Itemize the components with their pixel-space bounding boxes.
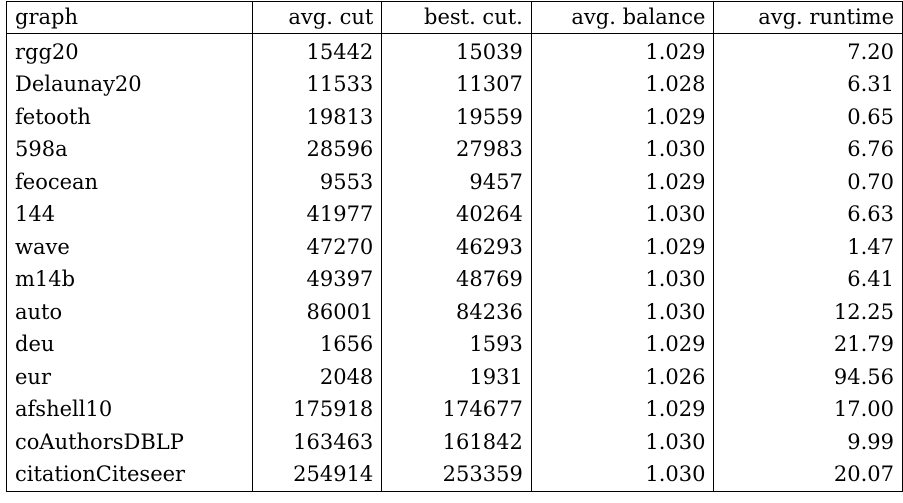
column-header-avg-balance: avg. balance — [530, 1, 715, 34]
avg-balance-cell: 1.028 — [530, 68, 715, 101]
graph-cell: citationCiteseer — [6, 458, 253, 492]
table-row: auto 86001 84236 1.030 12.25 — [6, 296, 903, 329]
graph-cell: auto — [6, 296, 253, 329]
column-header-avg-cut: avg. cut — [251, 1, 383, 34]
avg-balance-cell: 1.030 — [530, 133, 715, 166]
best-cut-cell: 46293 — [381, 231, 532, 264]
avg-cut-cell: 163463 — [251, 426, 383, 459]
table-row: fetooth 19813 19559 1.029 0.65 — [6, 101, 903, 134]
avg-balance-cell: 1.029 — [530, 101, 715, 134]
table-row: 598a 28596 27983 1.030 6.76 — [6, 133, 903, 166]
results-table-container: graph avg. cut best. cut. avg. balance a… — [6, 1, 903, 492]
graph-cell: feocean — [6, 166, 253, 199]
avg-runtime-cell: 6.41 — [713, 263, 903, 296]
graph-cell: eur — [6, 361, 253, 394]
graph-cell: m14b — [6, 263, 253, 296]
best-cut-cell: 1931 — [381, 361, 532, 394]
column-header-best-cut: best. cut. — [381, 1, 532, 34]
avg-cut-cell: 254914 — [251, 458, 383, 492]
avg-runtime-cell: 12.25 — [713, 296, 903, 329]
avg-balance-cell: 1.030 — [530, 198, 715, 231]
avg-cut-cell: 47270 — [251, 231, 383, 264]
avg-balance-cell: 1.030 — [530, 426, 715, 459]
avg-balance-cell: 1.029 — [530, 166, 715, 199]
avg-runtime-cell: 9.99 — [713, 426, 903, 459]
avg-balance-cell: 1.029 — [530, 328, 715, 361]
table-row: 144 41977 40264 1.030 6.63 — [6, 198, 903, 231]
avg-balance-cell: 1.029 — [530, 231, 715, 264]
column-header-graph: graph — [6, 1, 253, 34]
table-row: m14b 49397 48769 1.030 6.41 — [6, 263, 903, 296]
best-cut-cell: 40264 — [381, 198, 532, 231]
best-cut-cell: 9457 — [381, 166, 532, 199]
best-cut-cell: 19559 — [381, 101, 532, 134]
table-row: Delaunay20 11533 11307 1.028 6.31 — [6, 68, 903, 101]
avg-balance-cell: 1.029 — [530, 393, 715, 426]
table-row: wave 47270 46293 1.029 1.47 — [6, 231, 903, 264]
avg-runtime-cell: 21.79 — [713, 328, 903, 361]
avg-balance-cell: 1.029 — [530, 33, 715, 69]
avg-cut-cell: 41977 — [251, 198, 383, 231]
avg-runtime-cell: 0.65 — [713, 101, 903, 134]
best-cut-cell: 48769 — [381, 263, 532, 296]
avg-balance-cell: 1.030 — [530, 458, 715, 492]
graph-cell: deu — [6, 328, 253, 361]
avg-cut-cell: 9553 — [251, 166, 383, 199]
avg-runtime-cell: 6.63 — [713, 198, 903, 231]
avg-cut-cell: 28596 — [251, 133, 383, 166]
avg-cut-cell: 175918 — [251, 393, 383, 426]
table-row: deu 1656 1593 1.029 21.79 — [6, 328, 903, 361]
graph-cell: 598a — [6, 133, 253, 166]
table-row: citationCiteseer 254914 253359 1.030 20.07 — [6, 458, 903, 492]
avg-runtime-cell: 17.00 — [713, 393, 903, 426]
best-cut-cell: 27983 — [381, 133, 532, 166]
table-row: feocean 9553 9457 1.029 0.70 — [6, 166, 903, 199]
table-row: rgg20 15442 15039 1.029 7.20 — [6, 33, 903, 69]
column-header-avg-runtime: avg. runtime — [713, 1, 903, 34]
graph-cell: rgg20 — [6, 33, 253, 69]
avg-runtime-cell: 20.07 — [713, 458, 903, 492]
avg-runtime-cell: 94.56 — [713, 361, 903, 394]
graph-cell: fetooth — [6, 101, 253, 134]
avg-runtime-cell: 6.31 — [713, 68, 903, 101]
graph-cell: wave — [6, 231, 253, 264]
best-cut-cell: 1593 — [381, 328, 532, 361]
avg-balance-cell: 1.030 — [530, 263, 715, 296]
avg-cut-cell: 86001 — [251, 296, 383, 329]
avg-balance-cell: 1.026 — [530, 361, 715, 394]
table-row: coAuthorsDBLP 163463 161842 1.030 9.99 — [6, 426, 903, 459]
best-cut-cell: 15039 — [381, 33, 532, 69]
best-cut-cell: 11307 — [381, 68, 532, 101]
graph-cell: 144 — [6, 198, 253, 231]
results-table: graph avg. cut best. cut. avg. balance a… — [6, 1, 903, 492]
avg-cut-cell: 11533 — [251, 68, 383, 101]
graph-cell: coAuthorsDBLP — [6, 426, 253, 459]
avg-runtime-cell: 7.20 — [713, 33, 903, 69]
table-header: graph avg. cut best. cut. avg. balance a… — [6, 1, 903, 34]
avg-balance-cell: 1.030 — [530, 296, 715, 329]
best-cut-cell: 253359 — [381, 458, 532, 492]
avg-cut-cell: 2048 — [251, 361, 383, 394]
avg-runtime-cell: 0.70 — [713, 166, 903, 199]
avg-cut-cell: 15442 — [251, 33, 383, 69]
table-body: rgg20 15442 15039 1.029 7.20 Delaunay20 11533 1… — [6, 33, 903, 492]
best-cut-cell: 161842 — [381, 426, 532, 459]
best-cut-cell: 174677 — [381, 393, 532, 426]
best-cut-cell: 84236 — [381, 296, 532, 329]
graph-cell: Delaunay20 — [6, 68, 253, 101]
table-row: afshell10 175918 174677 1.029 17.00 — [6, 393, 903, 426]
table-row: eur 2048 1931 1.026 94.56 — [6, 361, 903, 394]
avg-runtime-cell: 6.76 — [713, 133, 903, 166]
avg-cut-cell: 49397 — [251, 263, 383, 296]
header-row: graph avg. cut best. cut. avg. balance a… — [6, 1, 903, 34]
avg-runtime-cell: 1.47 — [713, 231, 903, 264]
avg-cut-cell: 19813 — [251, 101, 383, 134]
avg-cut-cell: 1656 — [251, 328, 383, 361]
graph-cell: afshell10 — [6, 393, 253, 426]
